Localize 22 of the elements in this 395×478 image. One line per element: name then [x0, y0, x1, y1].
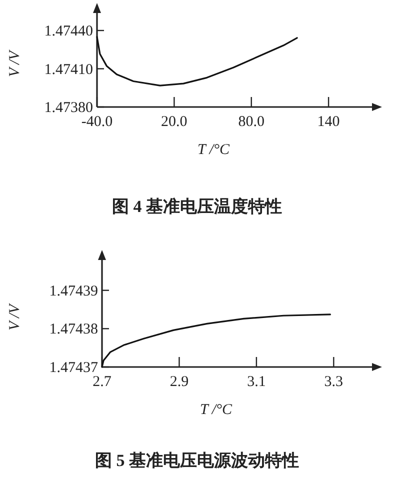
x-tick-label: 140: [317, 114, 340, 130]
x-tick-label: 20.0: [161, 114, 188, 130]
y-tick-label: 1.47437: [49, 360, 98, 376]
y-axis-title: V /V: [7, 49, 23, 77]
y-tick-label: 1.47439: [49, 283, 98, 300]
x-tick-label: -40.0: [81, 114, 113, 130]
line-series: [101, 314, 331, 368]
x-tick-label: 3.1: [247, 374, 266, 390]
y-axis-title: V /V: [7, 302, 23, 330]
line-series: [96, 36, 298, 86]
y-tick-label: 1.47410: [44, 62, 93, 78]
x-tick-label: 2.9: [170, 374, 189, 390]
x-tick-label: 3.3: [324, 374, 344, 390]
x-axis-title: T /°C: [200, 402, 233, 418]
x-axis-title: T /°C: [198, 142, 230, 158]
y-tick-label: 1.47438: [49, 322, 98, 338]
x-tick-label: 80.0: [238, 114, 264, 130]
x-tick-label: 2.7: [92, 374, 112, 390]
y-tick-label: 1.47380: [44, 100, 93, 116]
text: 图 5 基准电压电源波动特性: [95, 451, 299, 470]
y-tick-label: 1.47440: [44, 24, 93, 40]
text: 图 4 基准电压温度特性: [112, 197, 282, 216]
